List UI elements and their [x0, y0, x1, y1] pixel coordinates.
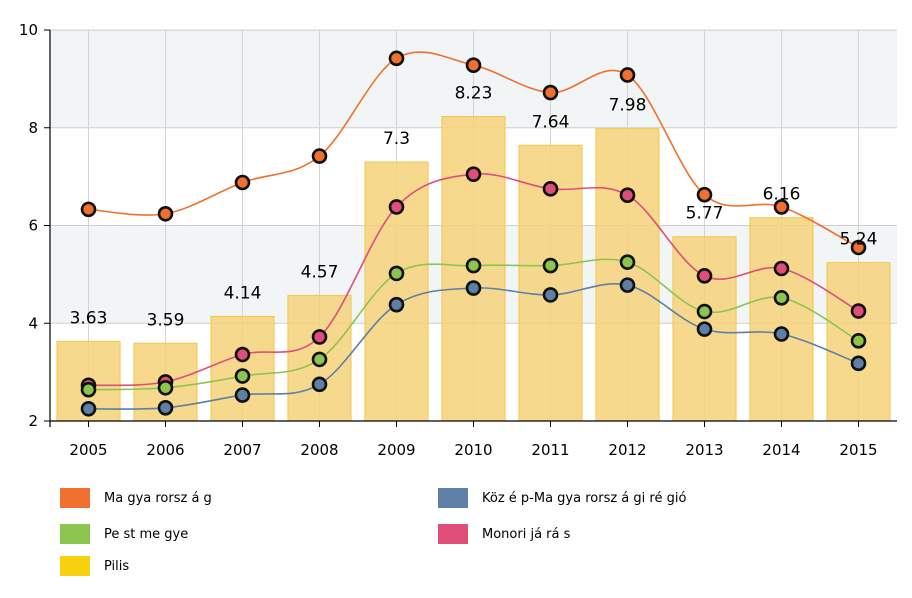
data-point	[388, 199, 405, 215]
data-point	[619, 187, 636, 203]
data-label: 7.98	[609, 96, 647, 116]
data-point	[465, 280, 482, 296]
data-point	[619, 277, 636, 293]
data-point	[311, 148, 328, 164]
data-point	[850, 239, 867, 256]
x-tick-label: 2013	[685, 441, 723, 459]
data-point	[311, 376, 328, 393]
bar	[826, 262, 891, 422]
data-point	[234, 346, 251, 363]
x-tick-label: 2009	[377, 441, 415, 459]
data-point	[80, 400, 97, 417]
bar	[749, 217, 814, 422]
x-tick-label: 2006	[146, 441, 184, 459]
x-tick-label: 2008	[300, 441, 338, 459]
data-point	[696, 268, 713, 284]
bar	[595, 128, 660, 422]
data-point	[773, 260, 790, 277]
x-tick-label: 2015	[839, 441, 877, 459]
y-tick-label: 8	[28, 119, 38, 137]
data-point	[773, 326, 790, 342]
data-point	[696, 186, 713, 203]
data-point	[311, 351, 328, 368]
data-point	[157, 205, 174, 222]
data-point	[619, 254, 636, 270]
data-point	[465, 257, 482, 274]
data-point	[157, 379, 174, 396]
data-point	[542, 287, 559, 303]
bar-labels: 3.63 3.59 4.14 4.57 7.3 8.23 7.64 7.98 5.77 6.16 5…	[70, 84, 878, 331]
data-point	[773, 199, 790, 215]
x-tick-label: 2011	[531, 441, 569, 459]
x-tick-label: 2012	[608, 441, 646, 459]
data-point	[619, 67, 636, 83]
data-point	[388, 265, 405, 282]
data-point	[850, 333, 867, 349]
data-point	[542, 84, 559, 101]
data-label: 7.3	[383, 129, 410, 149]
data-point	[465, 57, 482, 73]
data-point	[157, 400, 174, 416]
data-point	[388, 296, 405, 313]
data-label: 4.14	[224, 283, 262, 303]
data-point	[696, 321, 713, 337]
y-tick-label: 10	[19, 21, 38, 39]
data-label: 6.16	[763, 185, 801, 205]
data-point	[850, 303, 867, 319]
x-tick-label: 2005	[69, 441, 107, 459]
y-tick-label: 2	[28, 412, 38, 430]
data-point	[773, 290, 790, 306]
data-point	[542, 181, 559, 197]
data-point	[850, 355, 867, 372]
data-point	[234, 174, 251, 191]
data-label: 5.77	[686, 204, 724, 224]
x-tick-label: 2010	[454, 441, 492, 459]
data-label: 5.24	[840, 230, 878, 250]
data-label: 4.57	[301, 262, 339, 282]
series-points	[80, 50, 867, 417]
axes: 2 4 6 8 10 2005 2006 2007 2008 2009 2010 2011 2012 20…	[19, 21, 897, 459]
y-tick-label: 4	[28, 314, 38, 332]
data-point	[542, 257, 559, 274]
data-label: 7.64	[532, 112, 570, 132]
data-point	[80, 201, 97, 218]
x-tick-label: 2014	[762, 441, 800, 459]
y-tick-label: 6	[28, 217, 38, 235]
data-point	[696, 303, 713, 320]
data-point	[234, 387, 251, 403]
data-point	[234, 368, 251, 384]
x-tick-label: 2007	[223, 441, 261, 459]
data-point	[388, 50, 405, 67]
data-label: 8.23	[455, 84, 493, 104]
data-label: 3.63	[70, 308, 108, 328]
data-point	[80, 381, 97, 398]
data-point	[465, 166, 482, 182]
data-label: 3.59	[147, 310, 185, 330]
data-point	[311, 329, 328, 345]
